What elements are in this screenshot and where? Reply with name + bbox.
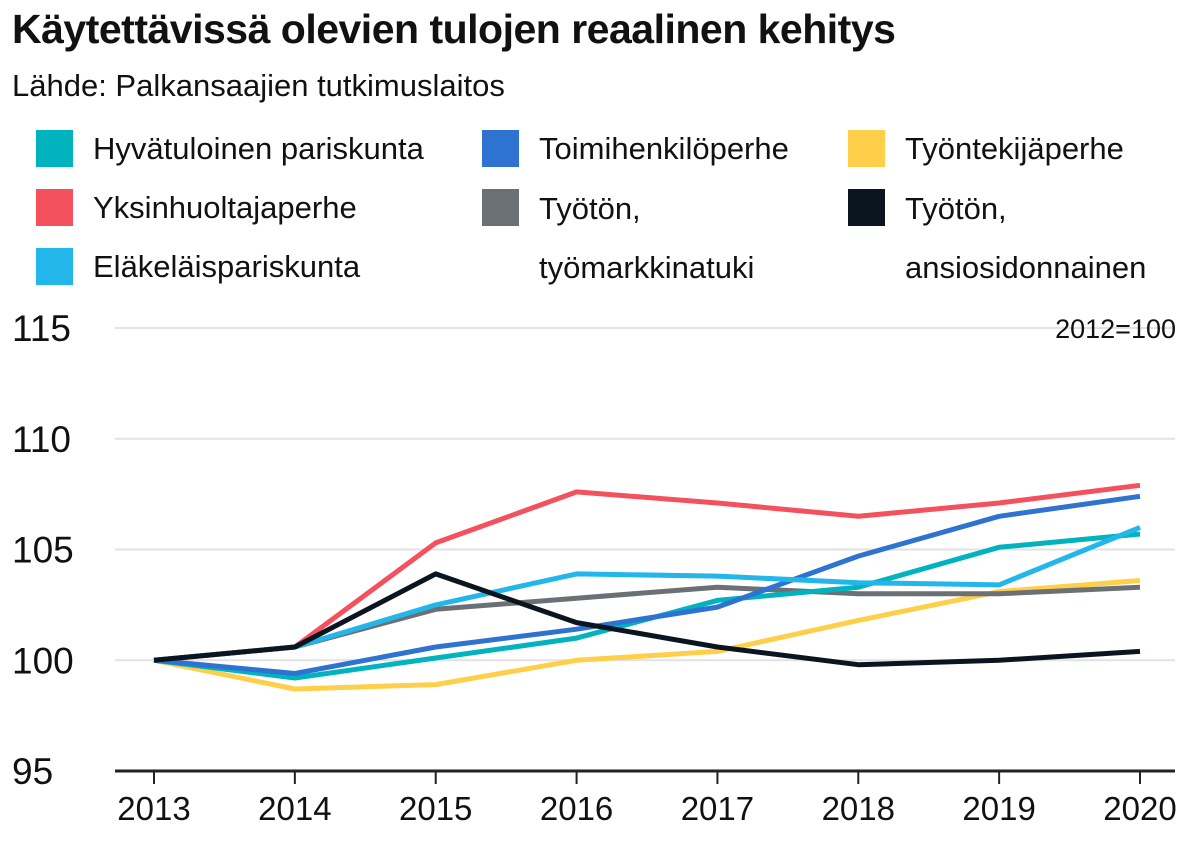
legend-item-elakelaispariskunta: Eläkeläispariskunta: [36, 238, 360, 295]
legend-item-hyvatuloinen-pariskunta: Hyvätuloinen pariskunta: [36, 120, 424, 177]
legend: Hyvätuloinen pariskunta Yksinhuoltajaper…: [36, 120, 1186, 300]
legend-item-tyontekijaperhe: Työntekijäperhe: [848, 120, 1124, 177]
x-axis-tick-labels: 2013 2014 2015 2016 2017 2018 2019 2020: [117, 771, 1177, 827]
legend-swatch-icon: [848, 189, 885, 226]
x-tick-label: 2013: [117, 790, 190, 827]
legend-label: Työtön, työmarkkinatuki: [539, 191, 755, 285]
base-year-note: 2012=100: [1055, 314, 1176, 344]
x-tick-label: 2014: [258, 790, 331, 827]
series-lines: [153, 482, 1141, 692]
legend-item-tyoton-tyomarkkinatuki: Työtön, työmarkkinatuki: [482, 179, 799, 297]
legend-label: Hyvätuloinen pariskunta: [93, 131, 424, 166]
x-tick-label: 2016: [540, 790, 613, 827]
legend-swatch-icon: [36, 130, 73, 167]
legend-swatch-icon: [36, 248, 73, 285]
legend-label: Yksinhuoltajaperhe: [93, 190, 357, 225]
x-tick-label: 2015: [399, 790, 472, 827]
x-tick-label: 2018: [822, 790, 895, 827]
y-tick-label: 115: [12, 308, 71, 349]
x-tick-label: 2020: [1103, 790, 1176, 827]
series-line-työntekijäperhe: [153, 578, 1141, 692]
y-tick-label: 110: [12, 419, 71, 460]
y-tick-label: 105: [12, 530, 74, 571]
legend-label: Toimihenkilöperhe: [539, 131, 789, 166]
legend-swatch-icon: [36, 189, 73, 226]
gridlines: [115, 327, 1175, 662]
series-line-eläkeläispariskunta: [153, 525, 1141, 663]
legend-swatch-icon: [848, 130, 885, 167]
y-axis-tick-labels: 95 100 105 110 115: [12, 308, 74, 792]
y-tick-label: 95: [12, 751, 53, 792]
legend-label: Työntekijäperhe: [905, 131, 1124, 166]
legend-item-tyoton-ansiosidonnainen: Työtön, ansiosidonnainen: [848, 179, 1165, 297]
legend-label: Eläkeläispariskunta: [93, 249, 361, 284]
legend-item-yksinhuoltajaperhe: Yksinhuoltajaperhe: [36, 179, 357, 236]
series-line-työtön-ansiosidonnainen: [153, 571, 1141, 668]
legend-swatch-icon: [482, 130, 519, 167]
legend-item-toimihenkiloperhe: Toimihenkilöperhe: [482, 120, 789, 177]
legend-swatch-icon: [482, 189, 519, 226]
series-line-yksinhuoltajaperhe: [153, 482, 1141, 663]
chart-subtitle: Lähde: Palkansaajien tutkimuslaitos: [12, 68, 505, 103]
legend-label: Työtön, ansiosidonnainen: [905, 191, 1147, 285]
chart-title: Käytettävissä olevien tulojen reaalinen …: [12, 6, 896, 52]
x-tick-label: 2019: [962, 790, 1035, 827]
series-line-toimihenkilöperhe: [153, 493, 1141, 676]
series-line-työtön-työmarkkinatuki: [153, 584, 1141, 663]
x-tick-label: 2017: [681, 790, 754, 827]
y-tick-label: 100: [12, 640, 74, 681]
